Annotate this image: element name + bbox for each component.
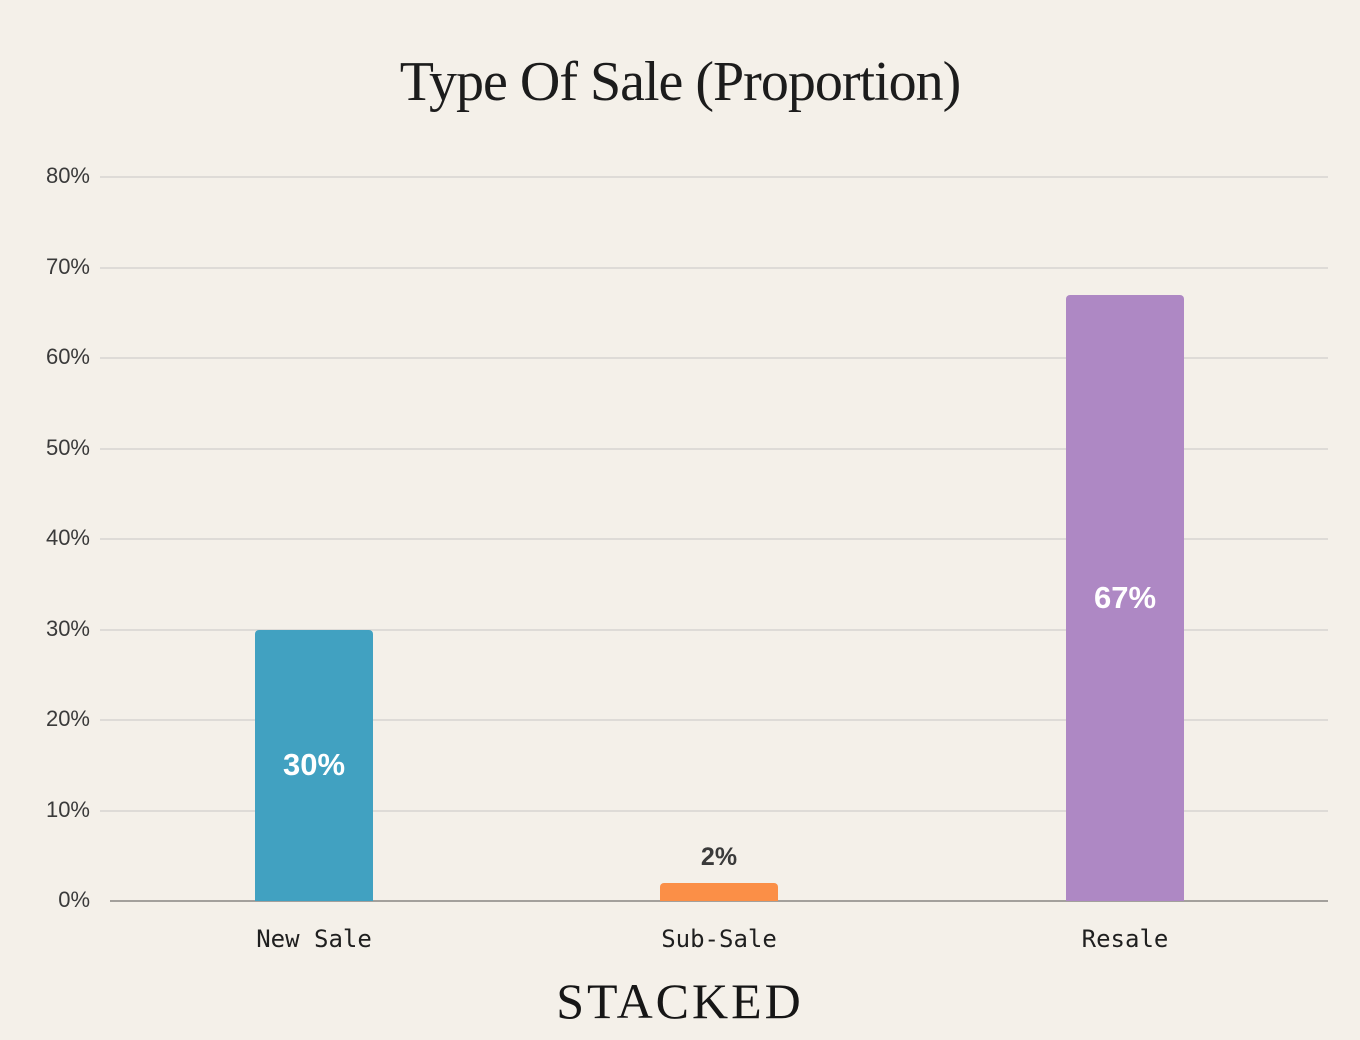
y-tick-label: 60% — [45, 344, 90, 369]
brand-logo: STACKED — [556, 973, 804, 1029]
x-tick-label: Resale — [1081, 925, 1169, 953]
chart-title: Type Of Sale (Proportion) — [399, 51, 962, 113]
y-tick-label: 30% — [45, 615, 90, 641]
gridline — [100, 357, 1328, 359]
y-tick-label: 70% — [45, 253, 90, 279]
y-tick-label: 10% — [45, 796, 90, 822]
x-tick-label: Sub-Sale — [661, 925, 777, 953]
gridline — [100, 538, 1328, 540]
y-tick-label: 80% — [45, 163, 90, 188]
gridline — [100, 719, 1328, 721]
gridline — [100, 447, 1328, 450]
gridline — [100, 628, 1328, 631]
x-tick-label: New Sale — [256, 925, 372, 953]
y-tick-label: 20% — [45, 706, 90, 731]
bar-value-label: 67% — [1093, 579, 1157, 615]
gridline — [100, 266, 1328, 269]
gridline — [100, 809, 1328, 812]
bar-sub-sale — [660, 882, 778, 901]
y-tick-label: 40% — [45, 525, 90, 550]
bar-new-sale — [255, 629, 373, 901]
x-axis-line — [110, 900, 1328, 902]
gridline — [100, 176, 1328, 178]
bar-value-label: 30% — [282, 747, 346, 783]
y-tick-label: 50% — [45, 434, 90, 460]
bar-resale — [1066, 294, 1184, 901]
bar-value-label: 2% — [700, 842, 738, 871]
y-tick-label: 0% — [58, 887, 90, 912]
